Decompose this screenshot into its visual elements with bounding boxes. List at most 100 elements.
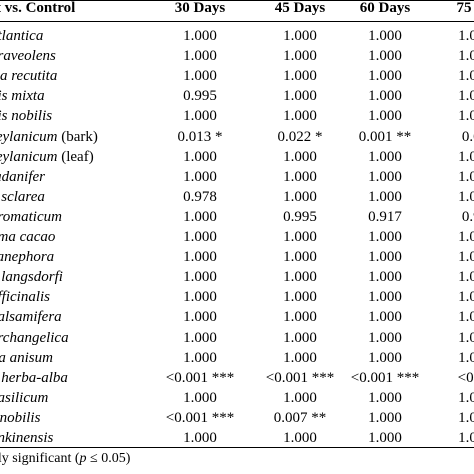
cell-v60: 1.000 (368, 48, 402, 64)
cell-v30: 1.000 (183, 108, 217, 124)
row-species-label: officinalis (0, 287, 50, 307)
cell-v30: 1.000 (183, 390, 217, 406)
cell-v75: 1.000 (458, 48, 474, 64)
cell-v45: 1.000 (283, 249, 317, 265)
species-name: archangelica (0, 330, 69, 346)
cell-v75: 1.000 (458, 430, 474, 446)
species-name: s nobilis (0, 410, 41, 426)
header-75-days: 75 Da (456, 0, 474, 16)
cell-v60: 1.000 (368, 169, 402, 185)
cell-v75: 1.000 (458, 330, 474, 346)
cell-v60: 1.000 (368, 88, 402, 104)
row-species-label: s nobilis (0, 408, 40, 428)
cell-v75: 1.000 (458, 108, 474, 124)
cell-v75: 1.000 (458, 88, 474, 104)
row-species-label: aromaticum (0, 207, 62, 227)
species-name: graveolens (0, 48, 56, 64)
cell-v60: 1.000 (368, 108, 402, 124)
row-species-label: canephora (0, 247, 54, 267)
cell-v30: <0.001 *** (165, 370, 235, 386)
footnote-threshold: ≤ 0.05) (86, 451, 131, 466)
cell-v45: 1.000 (283, 289, 317, 305)
row-species-label: uis mixta (0, 86, 45, 106)
cell-v60: <0.001 *** (350, 370, 420, 386)
row-species-label: basilicum (0, 388, 48, 408)
cell-v30: 0.995 (183, 88, 217, 104)
cell-v45: 1.000 (283, 350, 317, 366)
species-name: uis nobilis (0, 108, 53, 124)
cell-v45: <0.001 *** (265, 370, 335, 386)
cell-v30: 1.000 (183, 209, 217, 225)
cell-v60: 1.000 (368, 149, 402, 165)
row-species-label: zeylanicum (bark) (0, 127, 98, 147)
header-30-days: 30 Days (174, 0, 226, 16)
species-name: aromaticum (0, 209, 62, 225)
cell-v45: 1.000 (283, 108, 317, 124)
row-species-label: a herba-alba (0, 368, 68, 388)
row-species-label: a langsdorfi (0, 267, 63, 287)
cell-v60: 1.000 (368, 390, 402, 406)
species-part: (leaf) (57, 149, 94, 165)
species-name: atlantica (0, 28, 44, 44)
cell-v60: 1.000 (368, 309, 402, 325)
cell-v45: 1.000 (283, 68, 317, 84)
cell-v60: 0.001 ** (358, 129, 412, 145)
cell-v30: 1.000 (183, 430, 217, 446)
cell-v60: 1.000 (368, 28, 402, 44)
cell-v75: 1.000 (458, 289, 474, 305)
cell-v75: 1.000 (458, 410, 474, 426)
cell-v75: 1.000 (458, 68, 474, 84)
cell-v75: 1.000 (458, 189, 474, 205)
species-name: uis mixta (0, 88, 45, 104)
cell-v45: 1.000 (283, 430, 317, 446)
cell-v45: 0.007 ** (273, 410, 327, 426)
species-name: a langsdorfi (0, 269, 63, 285)
species-name: officinalis (0, 289, 50, 305)
cell-v30: 1.000 (183, 309, 217, 325)
cell-v30: 1.000 (183, 330, 217, 346)
row-species-label: atlantica (0, 26, 43, 46)
cell-v30: 1.000 (183, 249, 217, 265)
row-species-label: graveolens (0, 46, 56, 66)
cell-v30: 1.000 (183, 149, 217, 165)
cell-v75: 1.000 (458, 28, 474, 44)
species-name: lla anisum (0, 350, 53, 366)
cell-v75: 1.000 (458, 149, 474, 165)
header-comparison: t vs. Control (0, 0, 76, 16)
cell-v30: 0.013 * (177, 129, 223, 145)
cell-v30: 1.000 (183, 269, 217, 285)
cell-v45: 1.000 (283, 390, 317, 406)
cell-v75: 1.000 (458, 269, 474, 285)
header-rule (0, 21, 474, 22)
cell-v60: 1.000 (368, 350, 402, 366)
cell-v30: 1.000 (183, 229, 217, 245)
cell-v45: 1.000 (283, 48, 317, 64)
cell-v30: 1.000 (183, 48, 217, 64)
row-species-label: ladanifer (0, 167, 45, 187)
row-species-label: lla anisum (0, 348, 53, 368)
cell-v75: <0.00 (457, 370, 474, 386)
species-name: zeylanicum (0, 129, 58, 145)
cell-v45: 1.000 (283, 309, 317, 325)
species-part: (bark) (57, 129, 98, 145)
cell-v30: 1.000 (183, 169, 217, 185)
cell-v60: 1.000 (368, 68, 402, 84)
cell-v45: 1.000 (283, 229, 317, 245)
cell-v45: 1.000 (283, 88, 317, 104)
row-species-label: archangelica (0, 328, 69, 348)
species-name: onkinensis (0, 430, 54, 446)
species-name: ria recutita (0, 68, 58, 84)
row-species-label: n sclarea (0, 187, 45, 207)
species-name: oma cacao (0, 229, 56, 245)
cell-v60: 0.917 (368, 209, 402, 225)
species-name: n sclarea (0, 189, 45, 205)
cell-v60: 1.000 (368, 410, 402, 426)
row-species-label: ria recutita (0, 66, 57, 86)
cell-v75: 0.07 (461, 129, 474, 145)
cell-v60: 1.000 (368, 289, 402, 305)
cell-v75: 1.000 (458, 229, 474, 245)
footnote-text: lly significant ( (0, 451, 80, 466)
species-name: canephora (0, 249, 55, 265)
cell-v30: 0.978 (183, 189, 217, 205)
